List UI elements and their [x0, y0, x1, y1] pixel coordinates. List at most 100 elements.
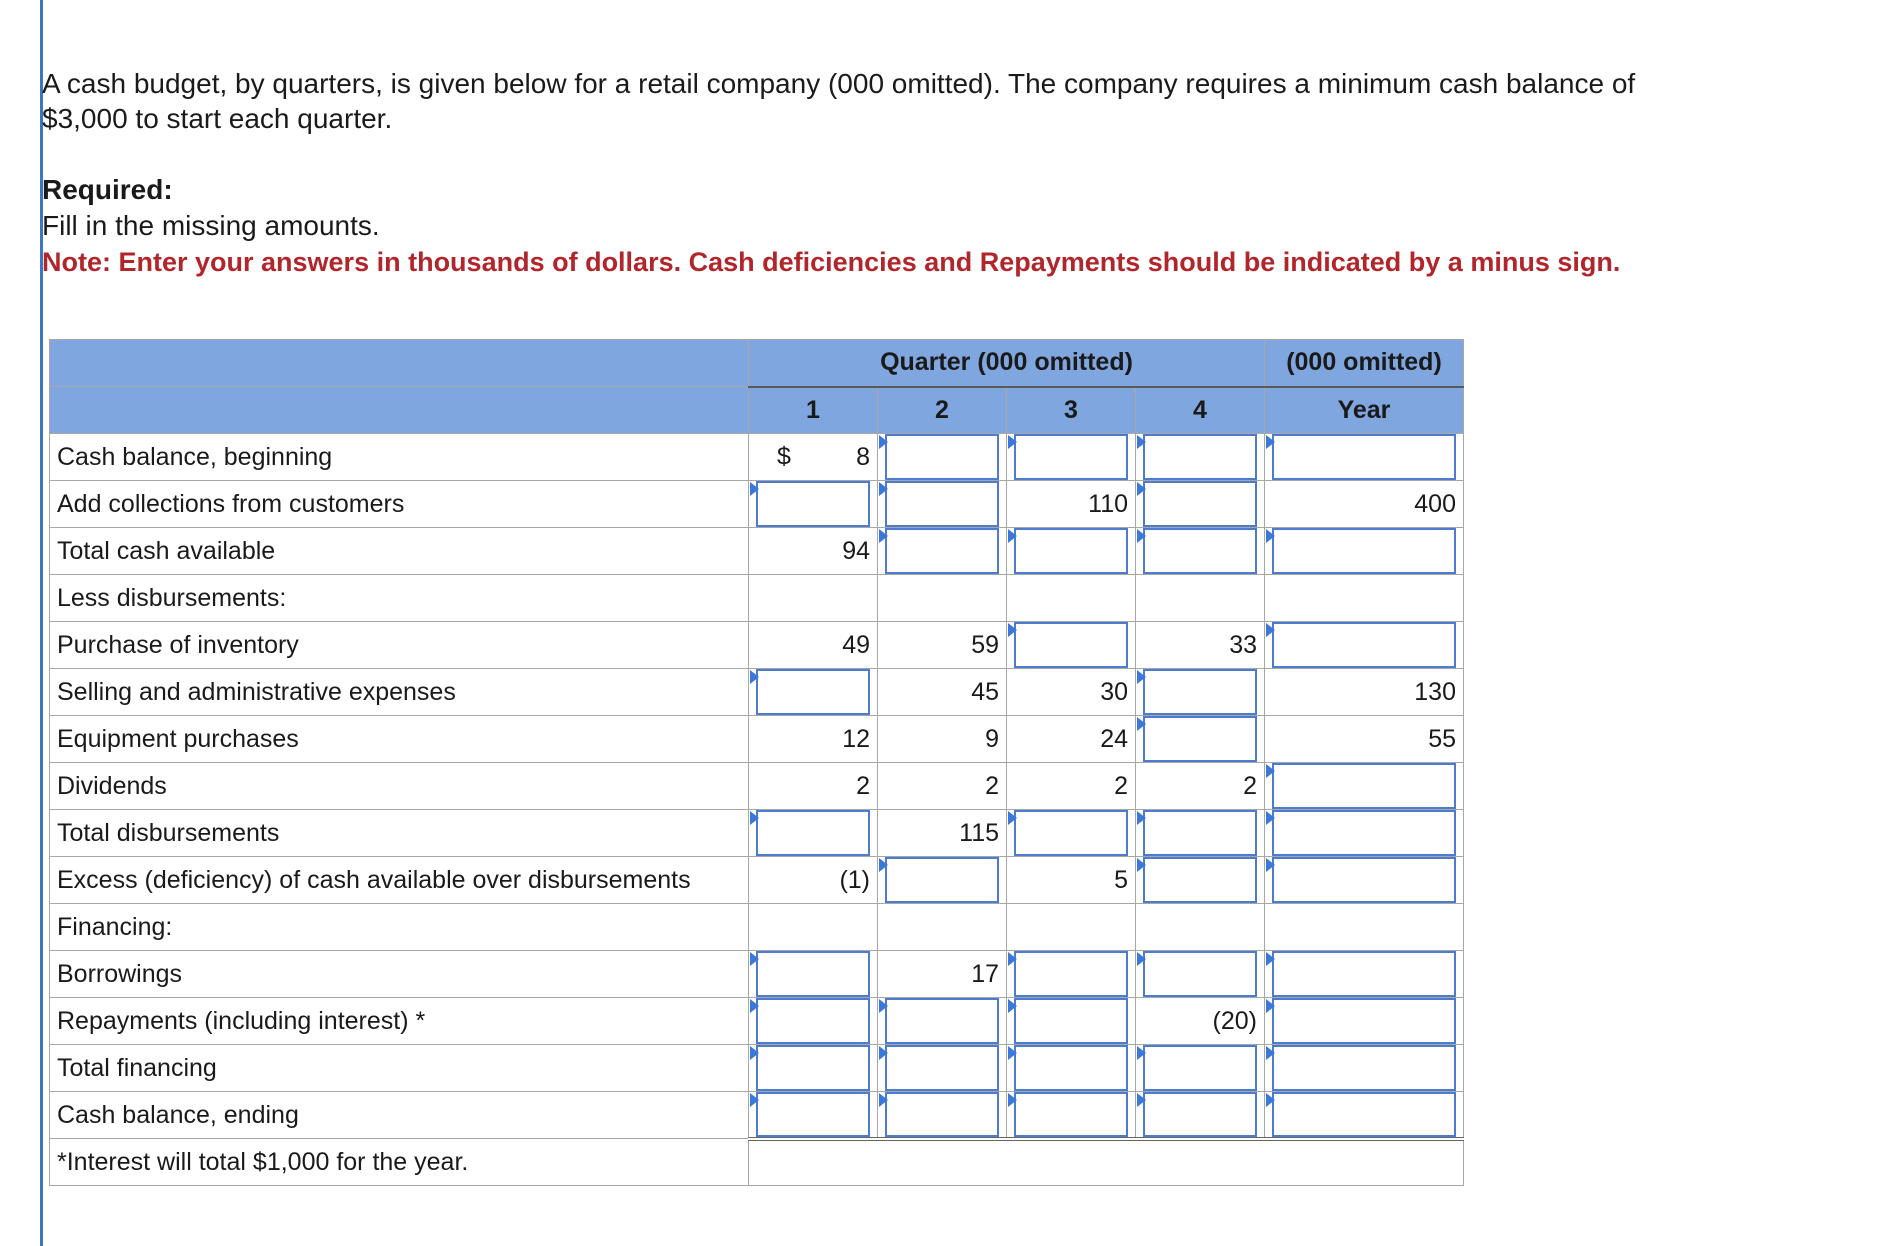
- input-q3[interactable]: [1006, 950, 1136, 998]
- input-q4[interactable]: [1135, 950, 1265, 998]
- input-year[interactable]: [1264, 433, 1464, 481]
- input-q3[interactable]: [1006, 621, 1136, 669]
- answer-box[interactable]: [756, 481, 870, 527]
- input-q1[interactable]: [748, 809, 878, 857]
- input-q3[interactable]: [1006, 433, 1136, 481]
- input-q4[interactable]: [1135, 856, 1265, 904]
- answer-box[interactable]: [1143, 716, 1257, 762]
- answer-box[interactable]: [1272, 528, 1456, 574]
- input-q2[interactable]: [877, 856, 1007, 904]
- input-q4[interactable]: [1135, 668, 1265, 716]
- input-year[interactable]: [1264, 527, 1464, 575]
- answer-box[interactable]: [756, 951, 870, 997]
- answer-box[interactable]: [885, 998, 999, 1044]
- answer-box[interactable]: [1014, 528, 1128, 574]
- input-q1[interactable]: [748, 1091, 878, 1141]
- input-q1[interactable]: [748, 668, 878, 716]
- answer-box[interactable]: [885, 857, 999, 903]
- answer-box[interactable]: [1143, 528, 1257, 574]
- dropdown-marker-icon: [1266, 858, 1275, 872]
- answer-box[interactable]: [1143, 810, 1257, 856]
- answer-box[interactable]: [1272, 1092, 1456, 1137]
- dropdown-marker-icon: [879, 435, 888, 449]
- input-q3[interactable]: [1006, 1091, 1136, 1141]
- input-year[interactable]: [1264, 997, 1464, 1045]
- input-q2[interactable]: [877, 997, 1007, 1045]
- input-year[interactable]: [1264, 856, 1464, 904]
- answer-box[interactable]: [756, 1045, 870, 1091]
- row-label: Dividends: [49, 762, 749, 810]
- input-q4[interactable]: [1135, 809, 1265, 857]
- answer-box[interactable]: [1143, 1092, 1257, 1137]
- cell-q4: 33: [1135, 621, 1265, 669]
- answer-box[interactable]: [1014, 998, 1128, 1044]
- answer-box[interactable]: [885, 434, 999, 480]
- answer-box[interactable]: [1272, 857, 1456, 903]
- cell-q1: $8: [748, 433, 878, 481]
- footnote-text: *Interest will total $1,000 for the year…: [49, 1138, 749, 1186]
- answer-box[interactable]: [1143, 1045, 1257, 1091]
- answer-box[interactable]: [756, 1092, 870, 1137]
- cell-q3: 2: [1006, 762, 1136, 810]
- input-q1[interactable]: [748, 480, 878, 528]
- answer-box[interactable]: [1272, 763, 1456, 809]
- dropdown-marker-icon: [879, 529, 888, 543]
- answer-box[interactable]: [885, 481, 999, 527]
- input-q4[interactable]: [1135, 715, 1265, 763]
- input-year[interactable]: [1264, 762, 1464, 810]
- input-year[interactable]: [1264, 1044, 1464, 1092]
- answer-box[interactable]: [1272, 434, 1456, 480]
- answer-box[interactable]: [756, 998, 870, 1044]
- answer-box[interactable]: [885, 528, 999, 574]
- answer-box[interactable]: [1143, 481, 1257, 527]
- answer-box[interactable]: [1272, 1045, 1456, 1091]
- cell-q1: 94: [748, 527, 878, 575]
- dropdown-marker-icon: [1266, 1046, 1275, 1060]
- dropdown-marker-icon: [1266, 764, 1275, 778]
- answer-box[interactable]: [756, 669, 870, 715]
- row-label: Cash balance, ending: [49, 1091, 749, 1139]
- input-year[interactable]: [1264, 621, 1464, 669]
- input-q1[interactable]: [748, 950, 878, 998]
- answer-box[interactable]: [1272, 951, 1456, 997]
- cell-q3: 5: [1006, 856, 1136, 904]
- input-q4[interactable]: [1135, 527, 1265, 575]
- answer-box[interactable]: [1143, 951, 1257, 997]
- input-q2[interactable]: [877, 1044, 1007, 1092]
- answer-box[interactable]: [1272, 810, 1456, 856]
- answer-box[interactable]: [1272, 998, 1456, 1044]
- input-q2[interactable]: [877, 1091, 1007, 1141]
- input-q1[interactable]: [748, 1044, 878, 1092]
- input-q2[interactable]: [877, 480, 1007, 528]
- answer-box[interactable]: [885, 1092, 999, 1137]
- answer-box[interactable]: [885, 1045, 999, 1091]
- input-q4[interactable]: [1135, 433, 1265, 481]
- answer-box[interactable]: [1143, 669, 1257, 715]
- input-q3[interactable]: [1006, 527, 1136, 575]
- input-q4[interactable]: [1135, 1091, 1265, 1141]
- cell-empty: [1006, 903, 1136, 951]
- answer-box[interactable]: [1272, 622, 1456, 668]
- input-q3[interactable]: [1006, 1044, 1136, 1092]
- answer-box[interactable]: [1143, 857, 1257, 903]
- answer-box[interactable]: [1014, 810, 1128, 856]
- answer-box[interactable]: [1014, 434, 1128, 480]
- input-year[interactable]: [1264, 1091, 1464, 1141]
- answer-box[interactable]: [1014, 622, 1128, 668]
- input-q2[interactable]: [877, 433, 1007, 481]
- input-year[interactable]: [1264, 809, 1464, 857]
- answer-box[interactable]: [1014, 1092, 1128, 1137]
- input-q2[interactable]: [877, 527, 1007, 575]
- input-q4[interactable]: [1135, 1044, 1265, 1092]
- input-q3[interactable]: [1006, 809, 1136, 857]
- answer-box[interactable]: [1014, 1045, 1128, 1091]
- input-year[interactable]: [1264, 950, 1464, 998]
- input-q4[interactable]: [1135, 480, 1265, 528]
- answer-box[interactable]: [1014, 951, 1128, 997]
- answer-box[interactable]: [756, 810, 870, 856]
- answer-box[interactable]: [1143, 434, 1257, 480]
- input-q1[interactable]: [748, 997, 878, 1045]
- input-q3[interactable]: [1006, 997, 1136, 1045]
- dropdown-marker-icon: [1266, 529, 1275, 543]
- row-dividends: Dividends 2 2 2 2: [49, 762, 1464, 810]
